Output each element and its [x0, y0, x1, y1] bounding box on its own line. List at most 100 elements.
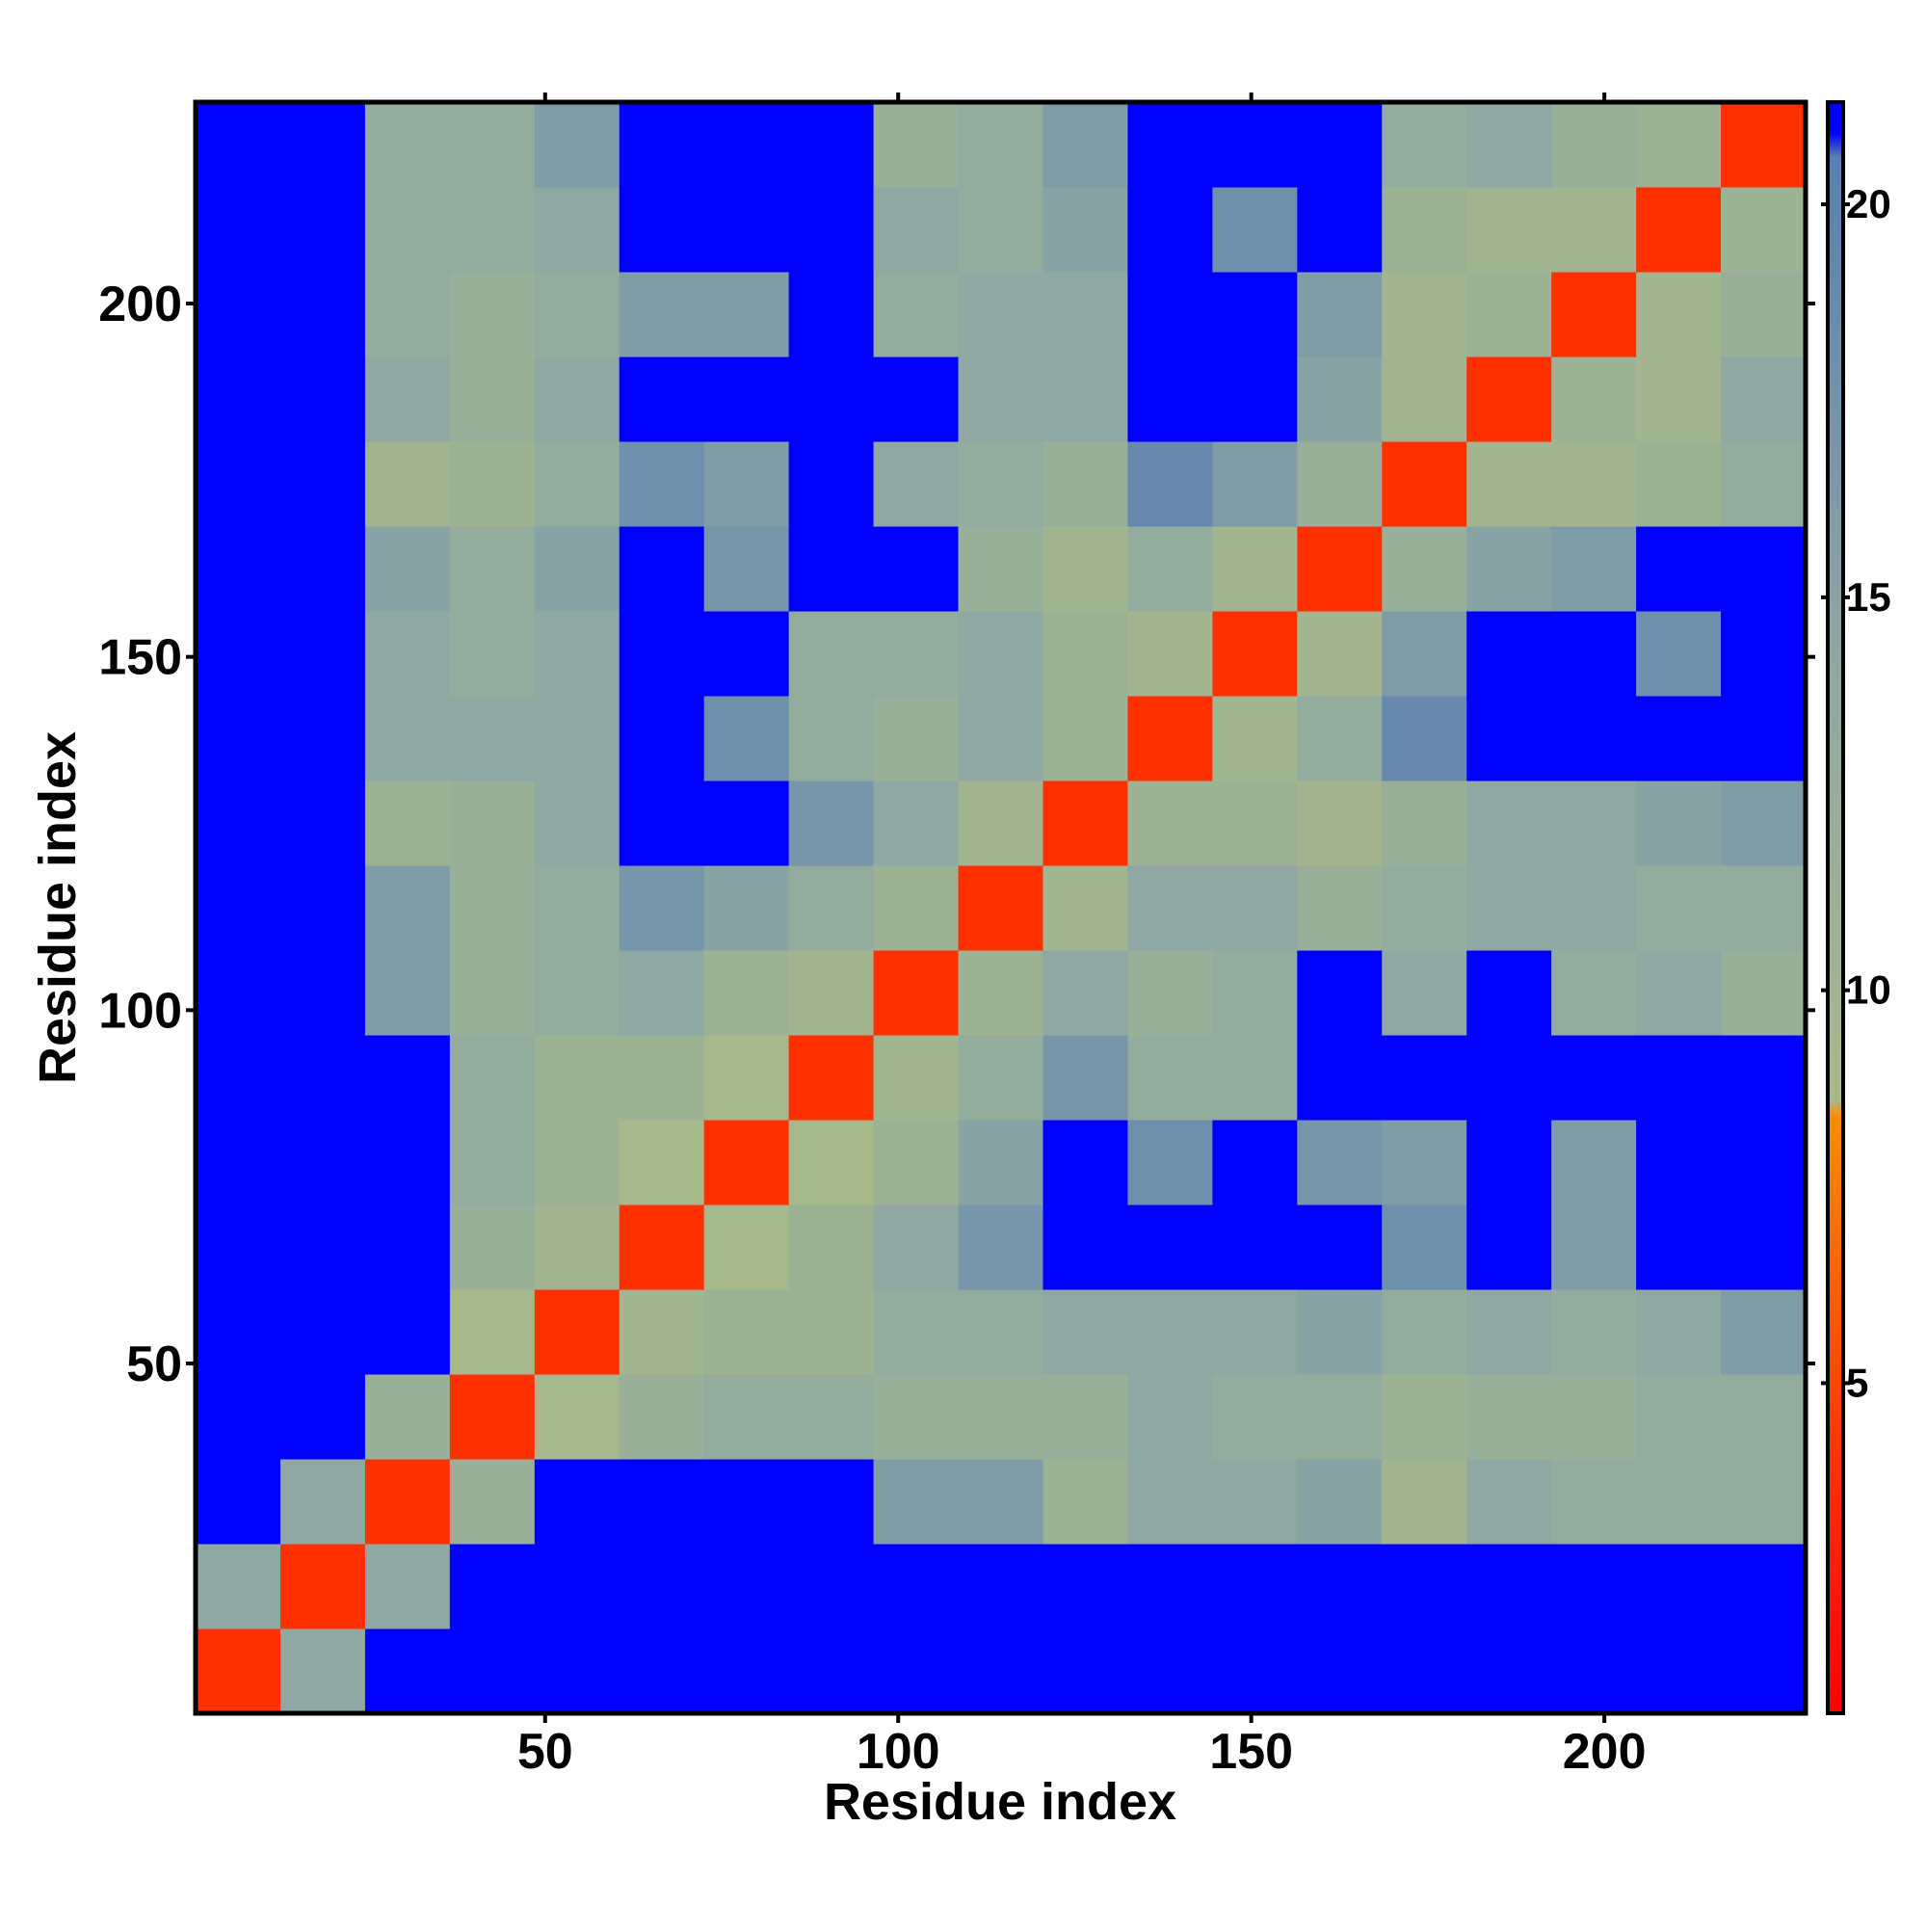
heatmap-cell — [1043, 1289, 1128, 1375]
heatmap-cell — [873, 1374, 960, 1460]
heatmap-cell — [1212, 1204, 1298, 1290]
heatmap-cell — [1551, 357, 1637, 442]
heatmap-cell — [1721, 781, 1807, 866]
heatmap-cell — [1636, 1628, 1722, 1714]
heatmap — [196, 102, 1807, 1714]
heatmap-cell — [788, 611, 875, 697]
heatmap-cell — [196, 1204, 281, 1290]
heatmap-cell — [449, 865, 536, 951]
colorbar-tick-label: 20 — [1846, 181, 1891, 226]
heatmap-cell — [279, 696, 366, 781]
heatmap-cell — [1636, 1204, 1722, 1290]
heatmap-cell — [1466, 272, 1552, 357]
heatmap-cell — [1721, 1289, 1807, 1375]
heatmap-cell — [1043, 357, 1128, 442]
heatmap-cell — [1636, 1289, 1722, 1375]
heatmap-cell — [1127, 1374, 1213, 1460]
heatmap-cell — [703, 1289, 790, 1375]
heatmap-cell — [1721, 1204, 1807, 1290]
heatmap-cell — [364, 1544, 451, 1629]
heatmap-cell — [1721, 865, 1807, 951]
heatmap-cell — [449, 1035, 536, 1121]
heatmap-cell — [1043, 781, 1128, 866]
heatmap-cell — [1466, 781, 1552, 866]
heatmap-cell — [1297, 865, 1383, 951]
heatmap-cell — [619, 1544, 705, 1629]
heatmap-cell — [534, 357, 620, 442]
heatmap-cell — [788, 357, 875, 442]
heatmap-cell — [534, 1628, 620, 1714]
heatmap-cell — [1297, 1374, 1383, 1460]
heatmap-cell — [1127, 865, 1213, 951]
heatmap-cell — [534, 272, 620, 357]
heatmap-cell — [1721, 950, 1807, 1036]
heatmap-cell — [619, 102, 705, 188]
heatmap-cell — [534, 1459, 620, 1545]
heatmap-cell — [1127, 611, 1213, 697]
heatmap-cell — [1466, 1374, 1552, 1460]
heatmap-cell — [1212, 1120, 1298, 1205]
heatmap-cell — [196, 1120, 281, 1205]
heatmap-cell — [364, 1035, 451, 1121]
heatmap-cell — [1551, 1035, 1637, 1121]
heatmap-cell — [958, 272, 1043, 357]
heatmap-cell — [1551, 950, 1637, 1036]
heatmap-cell — [958, 781, 1043, 866]
heatmap-cell — [1636, 696, 1722, 781]
heatmap-cell — [364, 526, 451, 612]
heatmap-cell — [1127, 1204, 1213, 1290]
heatmap-cell — [1466, 1204, 1552, 1290]
heatmap-cell — [534, 1374, 620, 1460]
heatmap-cell — [703, 441, 790, 527]
heatmap-cell — [619, 441, 705, 527]
heatmap-cell — [1382, 781, 1467, 866]
heatmap-cell — [619, 272, 705, 357]
heatmap-cell — [449, 441, 536, 527]
heatmap-cell — [873, 1459, 960, 1545]
heatmap-cell — [1297, 1204, 1383, 1290]
heatmap-cell — [364, 1289, 451, 1375]
heatmap-cell — [1721, 1628, 1807, 1714]
heatmap-cell — [364, 696, 451, 781]
heatmap-cell — [534, 187, 620, 273]
heatmap-cell — [279, 526, 366, 612]
heatmap-cell — [279, 1628, 366, 1714]
heatmap-cell — [703, 526, 790, 612]
heatmap-cell — [1297, 611, 1383, 697]
heatmap-cell — [703, 1035, 790, 1121]
heatmap-cell — [279, 611, 366, 697]
heatmap-cell — [703, 1459, 790, 1545]
heatmap-cell — [873, 1120, 960, 1205]
heatmap-cell — [279, 1289, 366, 1375]
heatmap-cell — [1721, 1544, 1807, 1629]
heatmap-cell — [1636, 1120, 1722, 1205]
plot-frame — [193, 99, 1808, 1716]
heatmap-cell — [873, 272, 960, 357]
heatmap-cell — [534, 441, 620, 527]
heatmap-cell — [1297, 357, 1383, 442]
heatmap-cell — [1551, 272, 1637, 357]
heatmap-cell — [1636, 1459, 1722, 1545]
heatmap-cell — [1212, 1544, 1298, 1629]
heatmap-cell — [196, 187, 281, 273]
heatmap-cell — [1127, 526, 1213, 612]
heatmap-cell — [873, 1628, 960, 1714]
heatmap-cell — [534, 696, 620, 781]
heatmap-cell — [1127, 1628, 1213, 1714]
heatmap-cell — [788, 102, 875, 188]
heatmap-cell — [1551, 1544, 1637, 1629]
heatmap-cell — [279, 1120, 366, 1205]
heatmap-cell — [958, 611, 1043, 697]
heatmap-cell — [1636, 526, 1722, 612]
heatmap-cell — [1382, 441, 1467, 527]
heatmap-cell — [619, 526, 705, 612]
heatmap-cell — [958, 1374, 1043, 1460]
heatmap-cell — [1297, 1120, 1383, 1205]
heatmap-cell — [449, 1459, 536, 1545]
heatmap-cell — [1466, 357, 1552, 442]
heatmap-cell — [1466, 950, 1552, 1036]
heatmap-cell — [534, 1120, 620, 1205]
heatmap-cell — [1212, 1035, 1298, 1121]
heatmap-cell — [279, 1204, 366, 1290]
